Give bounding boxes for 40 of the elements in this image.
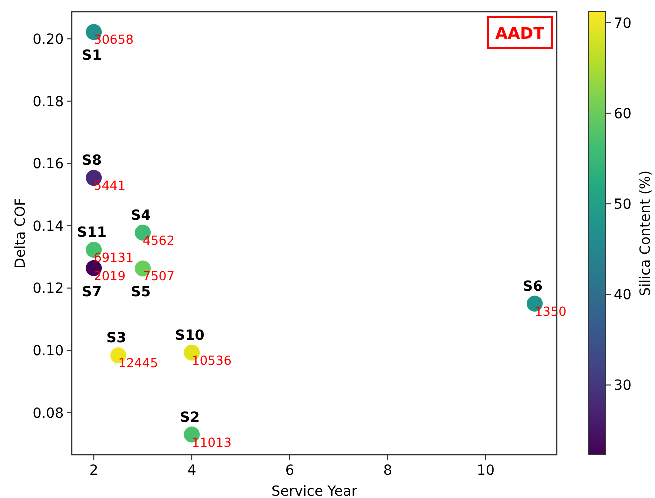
annotation: S6 [523,278,543,295]
y-tick-label: 0.08 [32,406,64,422]
y-axis-title: Delta COF [13,198,29,269]
x-tick-label: 8 [384,463,392,479]
color-bar-label: 70 [614,16,632,32]
annotation: 10536 [192,352,232,368]
x-tick-label: 4 [188,463,197,479]
annotation: 30658 [94,32,134,48]
annotation: S8 [82,153,102,170]
annotation: S10 [175,328,206,344]
annotation: S7 [82,284,102,300]
annotation: S2 [180,410,200,426]
annotation: 69131 [94,250,134,266]
annotation: 7507 [143,268,175,284]
annotation: S4 [131,208,152,224]
annotation: S5 [131,284,151,301]
y-tick-label: 0.18 [32,94,64,110]
annotation: S3 [106,330,126,347]
annotation: S1 [82,48,102,64]
y-tick-label: 0.16 [32,156,64,173]
color-bar-label: 50 [614,196,632,213]
color-bar-title: Silica Content (%) [638,170,654,296]
x-tick-label: 10 [477,463,495,479]
color-bar-label: 40 [614,288,632,304]
annotation: 4562 [143,232,175,248]
x-tick-label: 6 [286,463,295,479]
annotation: 12445 [118,356,158,371]
annotation: 11013 [192,434,232,450]
y-tick-label: 0.10 [32,344,64,360]
annotation: AADT [496,24,545,43]
color-bar-label: 60 [614,106,632,122]
y-tick-label: 0.12 [32,281,64,298]
color-bar-label: 30 [614,378,632,394]
annotation: 2019 [94,268,126,284]
x-axis-title: Service Year [272,484,358,498]
y-tick-label: 0.14 [32,218,64,235]
y-tick-label: 0.20 [32,32,64,48]
annotation: S11 [77,225,107,242]
annotation: 5441 [94,178,126,194]
x-tick-label: 2 [90,463,99,479]
